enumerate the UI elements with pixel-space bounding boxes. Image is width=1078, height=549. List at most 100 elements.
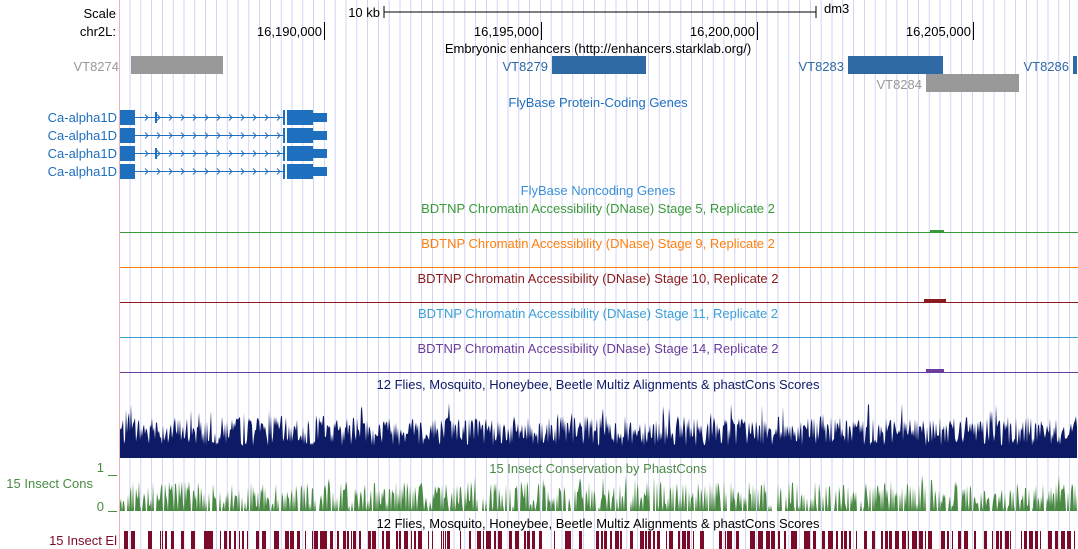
gene-exon [120, 146, 135, 161]
strand-arrow [192, 132, 197, 139]
gene-exon [120, 110, 135, 125]
dnase-title-stage5: BDTNP Chromatin Accessibility (DNase) St… [421, 201, 775, 216]
enhancer-label-vt8279[interactable]: VT8279 [502, 59, 548, 74]
strand-arrow [156, 168, 161, 175]
gene-model[interactable] [120, 110, 327, 125]
strand-arrow [192, 168, 197, 175]
insect-cons-ymax: 1 [97, 460, 104, 475]
gene-exon [120, 128, 135, 143]
dnase-tracks[interactable]: BDTNP Chromatin Accessibility (DNase) St… [120, 201, 1078, 373]
enhancer-block-vt8286[interactable] [1073, 56, 1077, 74]
strand-arrow [180, 114, 185, 121]
strand-arrow [180, 132, 185, 139]
strand-arrow [276, 150, 281, 157]
strand-arrow [252, 168, 257, 175]
strand-arrow [156, 132, 161, 139]
gene-model[interactable] [120, 128, 327, 143]
gene-models[interactable] [120, 110, 327, 179]
multiz-title: 12 Flies, Mosquito, Honeybee, Beetle Mul… [377, 377, 820, 392]
gene-exon [287, 164, 313, 179]
enhancer-label-vt8283[interactable]: VT8283 [798, 59, 844, 74]
strand-arrow [204, 114, 209, 121]
enhancer-block-vt8283[interactable] [848, 56, 943, 74]
protein-coding-title: FlyBase Protein-Coding Genes [508, 95, 688, 110]
strand-arrow [216, 168, 221, 175]
ruler[interactable]: Scale 10 kb dm3 chr2L: 16,190,000 16,195… [80, 1, 974, 40]
insect-cons-wiggle[interactable] [120, 475, 1077, 511]
strand-arrow [144, 114, 149, 121]
enhancer-block-vt8279[interactable] [552, 56, 646, 74]
enhancers-track[interactable]: Embryonic enhancers (http://enhancers.st… [73, 41, 1077, 92]
strand-arrow [228, 150, 233, 157]
strand-arrow [156, 114, 161, 121]
strand-arrow [228, 114, 233, 121]
strand-arrow [192, 150, 197, 157]
strand-arrow [276, 132, 281, 139]
chrom-label: chr2L: [80, 24, 116, 39]
strand-arrow [264, 132, 269, 139]
strand-arrow [228, 132, 233, 139]
gene-utr [313, 149, 327, 158]
position-label-3: 16,200,000 [690, 24, 755, 39]
strand-arrow [216, 114, 221, 121]
gene-utr [313, 167, 327, 176]
enhancer-block-vt8284[interactable] [926, 74, 1019, 92]
strand-arrow [240, 150, 245, 157]
enhancer-label-vt8284[interactable]: VT8284 [876, 77, 922, 92]
insect-cons-track[interactable]: 15 Insect Conservation by PhastCons 15 I… [6, 460, 1077, 514]
strand-arrow [180, 150, 185, 157]
gene-exon [120, 164, 135, 179]
dnase-title-stage11: BDTNP Chromatin Accessibility (DNase) St… [418, 306, 778, 321]
gene-exon [287, 128, 313, 143]
insect-el-track[interactable]: 12 Flies, Mosquito, Honeybee, Beetle Mul… [49, 516, 1075, 549]
scale-value: 10 kb [348, 5, 380, 20]
gene-label-4[interactable]: Ca-alpha1D [48, 164, 117, 179]
position-label-1: 16,190,000 [257, 24, 322, 39]
strand-arrow [216, 132, 221, 139]
dnase-title-stage9: BDTNP Chromatin Accessibility (DNase) St… [421, 236, 775, 251]
strand-arrow [168, 132, 173, 139]
gene-exon [287, 146, 313, 161]
protein-coding-track[interactable]: FlyBase Protein-Coding Genes Ca-alpha1D … [48, 95, 688, 179]
strand-arrow [264, 114, 269, 121]
gene-model[interactable] [120, 146, 327, 161]
gene-label-3[interactable]: Ca-alpha1D [48, 146, 117, 161]
strand-arrow [240, 132, 245, 139]
strand-arrow [228, 168, 233, 175]
strand-arrow [216, 150, 221, 157]
enhancers-title: Embryonic enhancers (http://enhancers.st… [445, 41, 751, 56]
strand-arrow [144, 168, 149, 175]
dnase-peak-stage10 [924, 299, 946, 302]
gene-utr [313, 131, 327, 140]
strand-arrow [168, 150, 173, 157]
insect-el-elements[interactable] [124, 531, 1075, 549]
strand-arrow [276, 168, 281, 175]
insect-cons-title: 15 Insect Conservation by PhastCons [489, 461, 707, 476]
noncoding-title: FlyBase Noncoding Genes [521, 183, 676, 198]
gene-model[interactable] [120, 164, 327, 179]
multiz-conservation-wiggle[interactable] [120, 402, 1077, 458]
insect-cons-ymin: 0 [97, 499, 104, 514]
multiz-track[interactable]: 12 Flies, Mosquito, Honeybee, Beetle Mul… [120, 377, 1077, 458]
gene-exon [283, 164, 285, 179]
strand-arrow [264, 150, 269, 157]
gene-label-2[interactable]: Ca-alpha1D [48, 128, 117, 143]
assembly-label: dm3 [824, 1, 849, 16]
strand-arrow [264, 168, 269, 175]
strand-arrow [144, 150, 149, 157]
insect-el-side-label[interactable]: 15 Insect El [49, 533, 117, 548]
enhancer-label-vt8274[interactable]: VT8274 [73, 59, 119, 74]
enhancer-block-vt8274[interactable] [131, 56, 223, 74]
dnase-peak-stage5 [930, 230, 944, 232]
strand-arrow [240, 114, 245, 121]
strand-arrow [168, 114, 173, 121]
strand-arrow [180, 168, 185, 175]
gene-label-1[interactable]: Ca-alpha1D [48, 110, 117, 125]
strand-arrow [204, 168, 209, 175]
enhancer-label-vt8286[interactable]: VT8286 [1023, 59, 1069, 74]
gene-utr [313, 113, 327, 122]
strand-arrow [252, 114, 257, 121]
insect-cons-side-label[interactable]: 15 Insect Cons [6, 476, 93, 491]
